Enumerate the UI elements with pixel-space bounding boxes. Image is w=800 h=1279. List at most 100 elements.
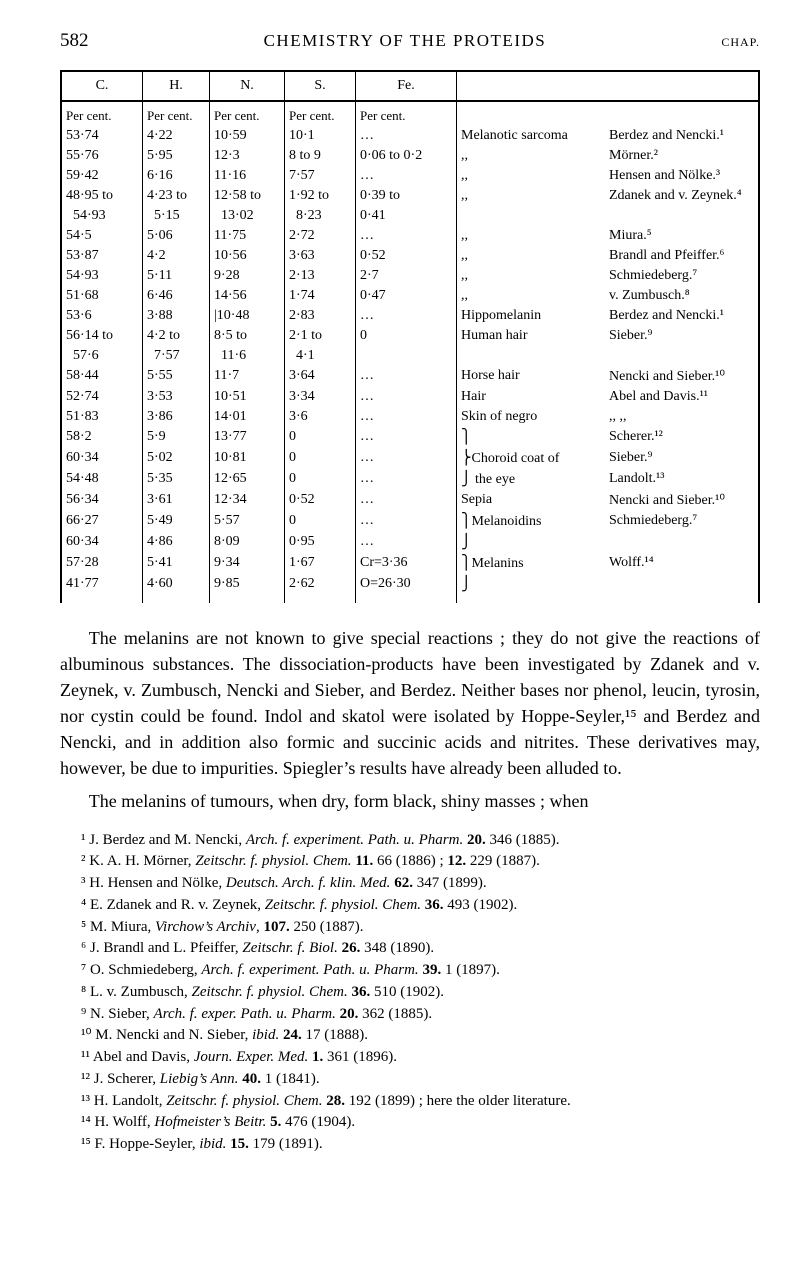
table-cell: 0: [285, 511, 356, 532]
table-cell: …: [356, 366, 457, 387]
table-cell: [605, 101, 759, 126]
table-cell: 0·52: [356, 246, 457, 266]
table-cell: 10·81: [210, 448, 285, 469]
table-cell: 0: [356, 326, 457, 346]
reference-line: ⁹ N. Sieber, Arch. f. exper. Path. u. Ph…: [60, 1004, 760, 1026]
table-cell: ⎭ the eye: [457, 469, 606, 490]
table-cell: 56·14 to: [61, 326, 143, 346]
table-cell: 8·09: [210, 532, 285, 553]
table-cell: …: [356, 511, 457, 532]
table-cell: Mörner.²: [605, 146, 759, 166]
table-cell: Skin of negro: [457, 407, 606, 427]
table-cell: 5·15: [143, 206, 210, 226]
table-cell: 9·28: [210, 266, 285, 286]
table-cell: Sieber.⁹: [605, 326, 759, 346]
table-row: 56·14 to4·2 to8·5 to2·1 to0Human hairSie…: [61, 326, 759, 346]
table-row: 60·344·868·090·95…⎭: [61, 532, 759, 553]
table-row: 56·343·6112·340·52…SepiaNencki and Siebe…: [61, 490, 759, 511]
table-row: 51·686·4614·561·740·47,,v. Zumbusch.⁸: [61, 286, 759, 306]
reference-line: ¹³ H. Landolt, Zeitschr. f. physiol. Che…: [60, 1091, 760, 1113]
table-row: 54·935·119·282·132·7,,Schmiedeberg.⁷: [61, 266, 759, 286]
table-cell: 9·34: [210, 553, 285, 574]
table-cell: 5·11: [143, 266, 210, 286]
table-cell: 0·52: [285, 490, 356, 511]
table-cell: ⎫Melanoidins: [457, 511, 606, 532]
table-row: 41·774·609·852·62O=26·30⎭: [61, 574, 759, 603]
table-cell: 54·93: [61, 266, 143, 286]
col-c: C.: [61, 71, 143, 101]
table-cell: 1·74: [285, 286, 356, 306]
table-cell: 5·9: [143, 427, 210, 448]
table-cell: |10·48: [210, 306, 285, 326]
table-cell: 53·74: [61, 126, 143, 146]
table-cell: Zdanek and v. Zeynek.⁴: [605, 186, 759, 206]
reference-line: ⁴ E. Zdanek and R. v. Zeynek, Zeitschr. …: [60, 895, 760, 917]
table-cell: 12·65: [210, 469, 285, 490]
table-cell: Per cent.: [356, 101, 457, 126]
table-cell: ,,: [457, 266, 606, 286]
table-cell: 5·95: [143, 146, 210, 166]
table-cell: ,,: [457, 246, 606, 266]
reference-line: ¹² J. Scherer, Liebig’s Ann. 40. 1 (1841…: [60, 1069, 760, 1091]
page: 582 CHEMISTRY OF THE PROTEIDS CHAP. C. H…: [0, 0, 800, 1196]
table-cell: 57·28: [61, 553, 143, 574]
table-cell: 4·1: [285, 346, 356, 366]
table-cell: Miura.⁵: [605, 226, 759, 246]
table-cell: 56·34: [61, 490, 143, 511]
table-cell: 53·87: [61, 246, 143, 266]
table-cell: Hensen and Nölke.³: [605, 166, 759, 186]
table-cell: 7·57: [285, 166, 356, 186]
table-cell: 54·5: [61, 226, 143, 246]
table-cell: Melanotic sarcoma: [457, 126, 606, 146]
table-cell: 3·53: [143, 387, 210, 407]
table-body: Per cent.Per cent.Per cent.Per cent.Per …: [61, 101, 759, 603]
chap-label: CHAP.: [721, 35, 760, 50]
table-row: 57·6 7·57 11·6 4·1: [61, 346, 759, 366]
table-cell: 2·72: [285, 226, 356, 246]
table-cell: [605, 346, 759, 366]
table-row: 53·744·2210·5910·1…Melanotic sarcomaBerd…: [61, 126, 759, 146]
table-cell: ,,: [457, 186, 606, 206]
reference-line: ¹⁵ F. Hoppe-Seyler, ibid. 15. 179 (1891)…: [60, 1134, 760, 1156]
table-cell: [605, 532, 759, 553]
table-cell: [457, 346, 606, 366]
table-row: 66·275·495·570…⎫MelanoidinsSchmiedeberg.…: [61, 511, 759, 532]
table-cell: 53·6: [61, 306, 143, 326]
table-cell: 3·63: [285, 246, 356, 266]
table-cell: 10·51: [210, 387, 285, 407]
table-cell: 60·34: [61, 532, 143, 553]
paragraph-2: The melanins of tumours, when dry, form …: [60, 788, 760, 814]
table-row: 59·426·1611·167·57…,,Hensen and Nölke.³: [61, 166, 759, 186]
table-cell: 3·64: [285, 366, 356, 387]
table-header-row: C. H. N. S. Fe.: [61, 71, 759, 101]
table-cell: 66·27: [61, 511, 143, 532]
table-cell: 0: [285, 427, 356, 448]
table-cell: 10·1: [285, 126, 356, 146]
table-cell: Horse hair: [457, 366, 606, 387]
reference-line: ¹⁰ M. Nencki and N. Sieber, ibid. 24. 17…: [60, 1025, 760, 1047]
table-cell: 11·6: [210, 346, 285, 366]
table-cell: 8·5 to: [210, 326, 285, 346]
table-cell: 51·68: [61, 286, 143, 306]
table-cell: 54·93: [61, 206, 143, 226]
table-cell: ,,: [457, 166, 606, 186]
table-cell: 11·16: [210, 166, 285, 186]
table-cell: 58·44: [61, 366, 143, 387]
table-cell: 0: [285, 469, 356, 490]
table-cell: 5·41: [143, 553, 210, 574]
table-cell: 7·57: [143, 346, 210, 366]
table-cell: 0·41: [356, 206, 457, 226]
references: ¹ J. Berdez and M. Nencki, Arch. f. expe…: [60, 830, 760, 1156]
page-header: 582 CHEMISTRY OF THE PROTEIDS CHAP.: [60, 30, 760, 52]
table-cell: …: [356, 490, 457, 511]
table-cell: 2·83: [285, 306, 356, 326]
page-number: 582: [60, 30, 89, 52]
table-cell: 13·02: [210, 206, 285, 226]
table-cell: [457, 101, 606, 126]
table-subhead-row: Per cent.Per cent.Per cent.Per cent.Per …: [61, 101, 759, 126]
running-title: CHEMISTRY OF THE PROTEIDS: [89, 31, 722, 51]
col-fe: Fe.: [356, 71, 457, 101]
table-cell: [605, 206, 759, 226]
table-cell: …: [356, 469, 457, 490]
table-cell: Sieber.⁹: [605, 448, 759, 469]
